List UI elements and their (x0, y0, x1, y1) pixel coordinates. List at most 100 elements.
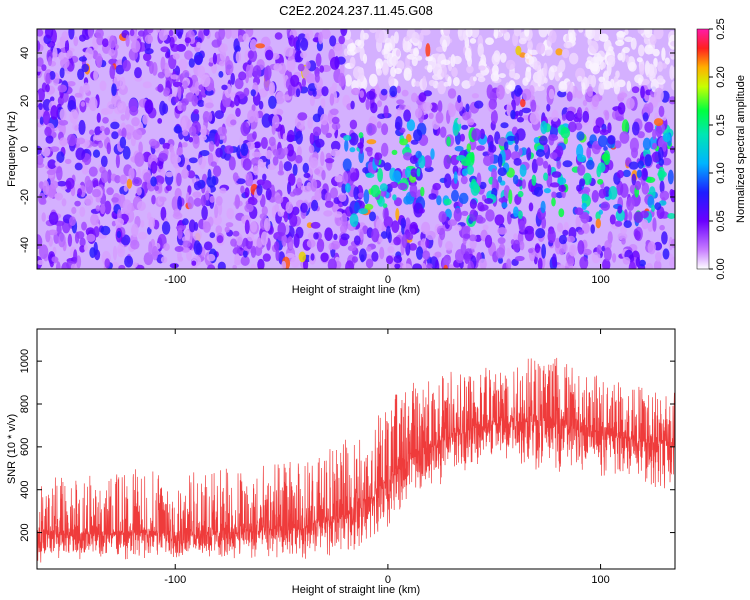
heatmap-cell (281, 260, 287, 269)
heatmap-cell (122, 199, 132, 214)
heatmap-cell (485, 37, 494, 45)
heatmap-cell (324, 192, 332, 203)
heatmap-cell (628, 61, 637, 72)
heatmap-cell (54, 161, 60, 167)
heatmap-cell (596, 165, 602, 178)
heatmap-cell (158, 152, 168, 162)
heatmap-cell (515, 45, 522, 56)
heatmap-cell (200, 74, 211, 88)
heatmap-cell (653, 29, 664, 40)
heatmap-cell (416, 246, 424, 260)
heatmap-cell (37, 145, 42, 155)
heatmap-cell (235, 51, 242, 63)
heatmap-cell (171, 155, 182, 164)
heatmap-cell (364, 203, 374, 210)
heatmap-cell (384, 43, 390, 50)
heatmap-cell (314, 189, 322, 201)
heatmap-cell (184, 50, 193, 60)
heatmap-cell (604, 110, 610, 121)
heatmap-cell (293, 233, 300, 249)
heatmap-cell (303, 172, 311, 179)
heatmap-cell (595, 218, 601, 229)
heatmap-cell (658, 158, 665, 166)
colorbar-tick-label: 0.05 (715, 210, 727, 231)
heatmap-cell (586, 146, 592, 159)
snr-x-ticks: -100 0 100 (164, 329, 610, 586)
heatmap-y-ticks: -40 -20 0 20 40 (19, 47, 675, 253)
heatmap-cell (118, 264, 126, 269)
heatmap-cell (365, 98, 371, 111)
heatmap-cell (260, 137, 268, 149)
heatmap-cell (282, 133, 287, 142)
heatmap-cell (298, 251, 306, 263)
heatmap-cell (251, 104, 256, 112)
heatmap-cell (202, 221, 211, 233)
heatmap-cell (342, 171, 349, 185)
heatmap-cell (66, 50, 73, 59)
heatmap-cell (556, 64, 562, 74)
heatmap-cell (477, 201, 485, 212)
heatmap-cell (387, 246, 395, 254)
heatmap-cell (411, 31, 420, 44)
heatmap-cell (457, 95, 462, 103)
heatmap-cell (609, 214, 616, 225)
heatmap-panel: -100 0 100 -40 -20 0 20 40 Height of straight … (6, 28, 676, 296)
heatmap-cell (418, 208, 425, 214)
heatmap-cell (148, 241, 153, 256)
heatmap-cell (112, 245, 118, 261)
heatmap-cell (492, 176, 497, 191)
heatmap-cell (232, 230, 240, 237)
heatmap-cell (400, 217, 407, 229)
heatmap-cell (242, 158, 252, 171)
heatmap-cell (593, 52, 603, 66)
heatmap-cell (219, 43, 228, 53)
heatmap-cell (655, 251, 662, 262)
heatmap-cell (381, 142, 389, 157)
heatmap-cell (357, 142, 364, 149)
heatmap-cell (453, 77, 460, 87)
heatmap-cell (562, 229, 569, 236)
heatmap-cell (151, 245, 159, 261)
heatmap-cell (467, 260, 475, 269)
heatmap-cell (310, 253, 315, 261)
heatmap-cell (440, 59, 451, 66)
heatmap-cell (617, 232, 628, 241)
heatmap-y-tick-label: -20 (19, 189, 31, 205)
heatmap-cell (148, 61, 154, 74)
heatmap-cell (329, 93, 335, 106)
heatmap-cell (476, 172, 482, 187)
heatmap-cell (577, 164, 586, 176)
heatmap-cell (636, 169, 642, 178)
heatmap-cell (65, 177, 75, 190)
heatmap-cell (533, 60, 542, 72)
heatmap-cell (248, 197, 258, 206)
heatmap-cell (301, 78, 306, 88)
heatmap-cell (345, 260, 355, 269)
heatmap-x-tick-label: -100 (164, 274, 186, 286)
heatmap-cell (340, 233, 350, 241)
heatmap-cell (193, 221, 199, 231)
heatmap-cell (475, 72, 485, 78)
heatmap-cell (669, 189, 674, 197)
snr-y-tick-label: 200 (19, 523, 31, 541)
heatmap-cell (384, 207, 389, 222)
heatmap-cell (624, 36, 634, 43)
heatmap-cell (396, 99, 405, 105)
heatmap-cell (438, 211, 447, 223)
heatmap-cell (543, 172, 549, 181)
heatmap-cell (252, 165, 259, 176)
heatmap-cell (170, 74, 179, 80)
heatmap-cell (215, 147, 223, 158)
heatmap-cell (309, 132, 315, 145)
heatmap-cell (568, 32, 573, 42)
heatmap-cell (314, 168, 321, 175)
heatmap-cell (575, 215, 581, 230)
heatmap-cell (411, 92, 418, 103)
heatmap-cell (477, 76, 486, 83)
heatmap-cell (653, 260, 662, 269)
heatmap-cell (404, 35, 410, 42)
heatmap-cell (517, 210, 523, 220)
colorbar-tick-label: 0.10 (715, 162, 727, 183)
heatmap-cell (230, 119, 237, 126)
heatmap-cell (296, 146, 302, 157)
